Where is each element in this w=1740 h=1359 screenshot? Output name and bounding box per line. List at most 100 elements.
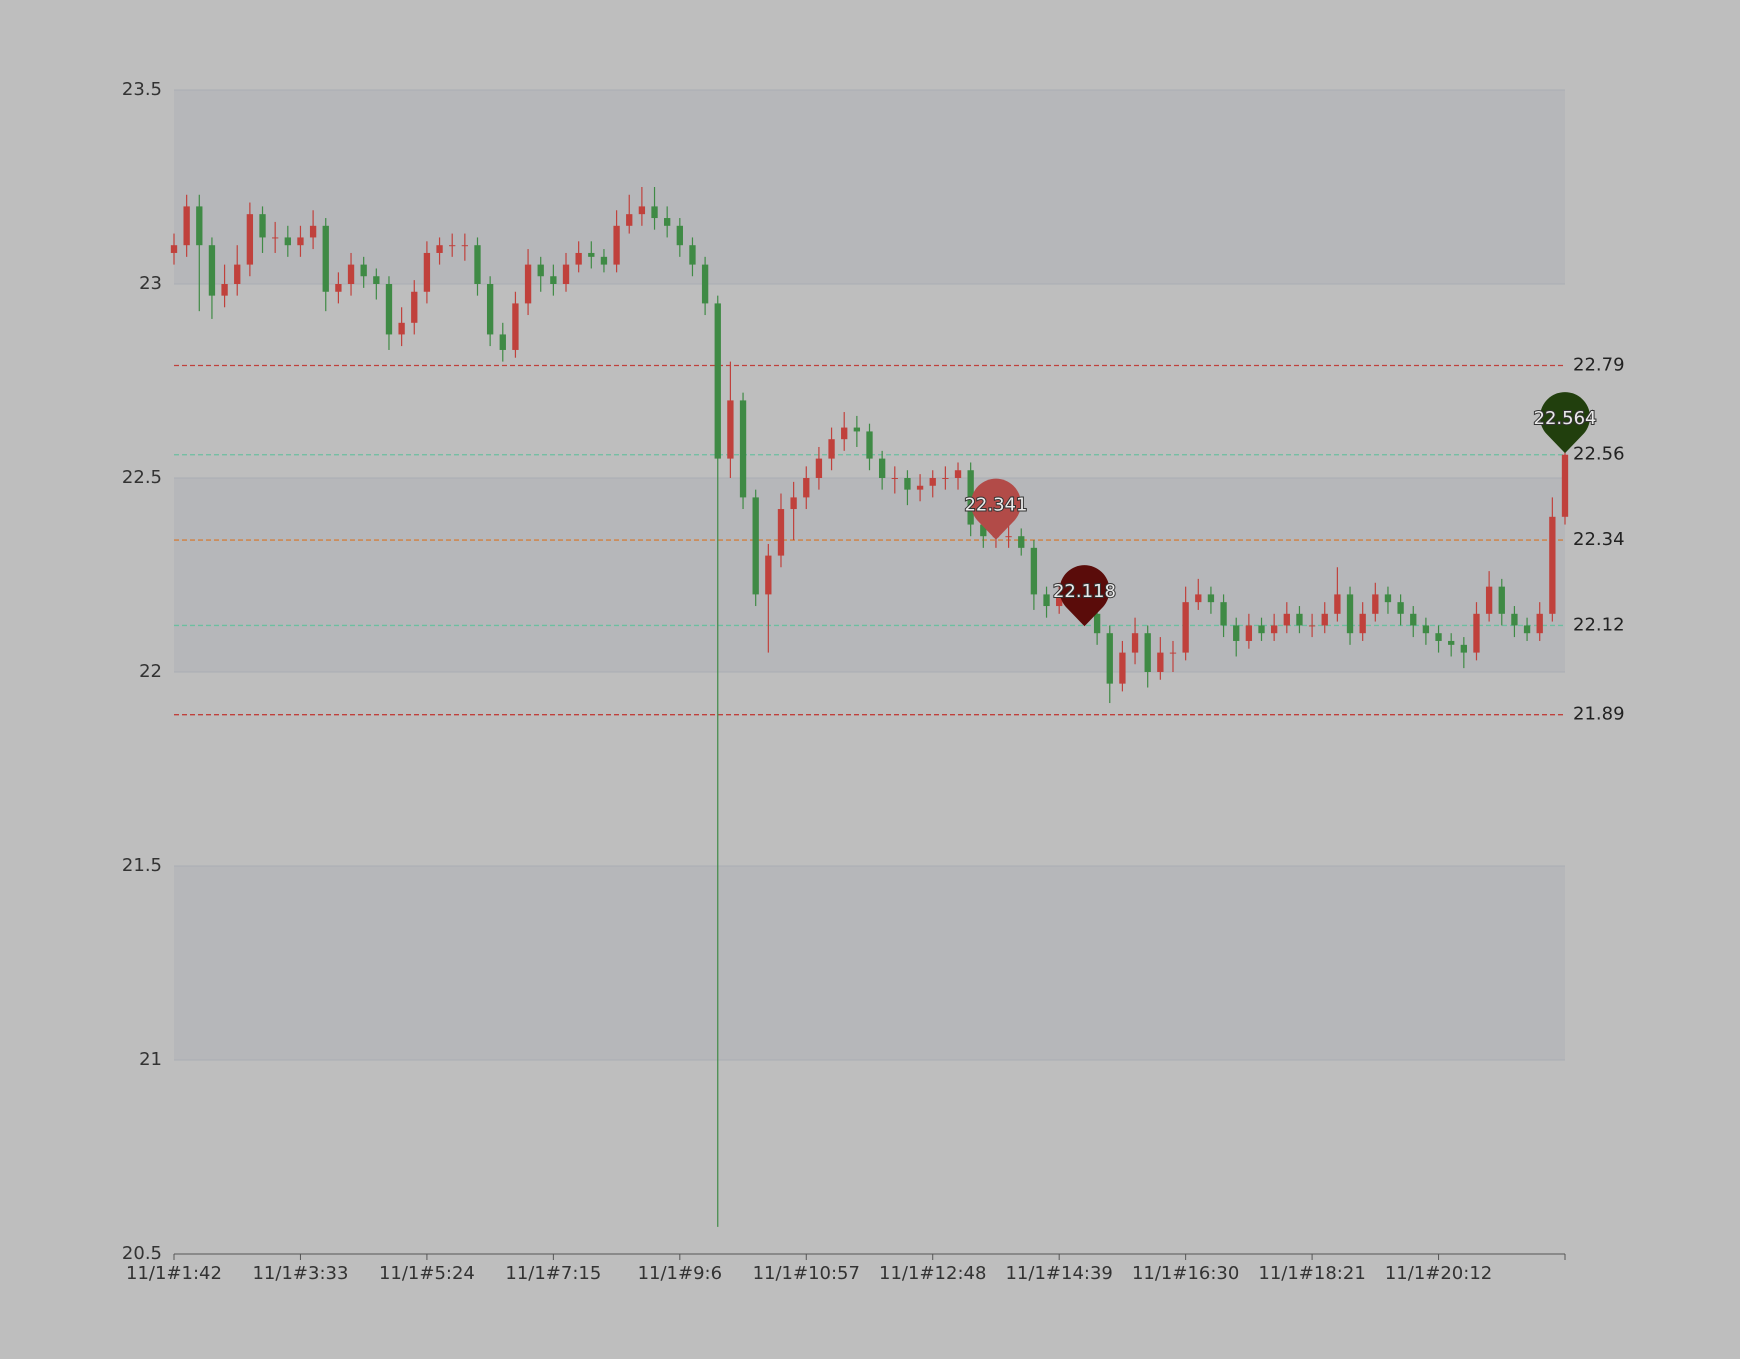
candle-body xyxy=(196,206,203,246)
candle-body xyxy=(335,284,342,292)
candle-body xyxy=(815,458,823,478)
candle-body xyxy=(1283,613,1290,626)
candle-body xyxy=(436,245,443,253)
candle-body xyxy=(1182,602,1189,653)
candle-body xyxy=(449,245,456,247)
candle-body xyxy=(1346,594,1354,634)
candle-body xyxy=(765,555,772,595)
candle-body xyxy=(322,225,329,292)
y-tick-label: 22 xyxy=(139,661,162,682)
candle-body xyxy=(1549,516,1556,614)
candle-body xyxy=(474,245,481,284)
candle-body xyxy=(651,206,658,219)
candle-body xyxy=(512,303,519,350)
x-tick-label: 11/1#14:39 xyxy=(1005,1263,1112,1284)
candle-body xyxy=(588,252,595,257)
candle-body xyxy=(524,264,532,304)
x-tick-label: 11/1#3:33 xyxy=(252,1263,348,1284)
candle-body xyxy=(360,264,367,277)
candle-body xyxy=(1397,602,1404,614)
mark-line-label: 22.12 xyxy=(1573,614,1625,635)
split-area xyxy=(174,478,1565,672)
x-tick-label: 11/1#20:12 xyxy=(1385,1263,1492,1284)
candle-body xyxy=(1005,536,1012,538)
candle-body xyxy=(626,214,633,226)
candle-body xyxy=(1536,613,1543,634)
candle-body xyxy=(777,509,785,556)
x-tick-label: 11/1#9:6 xyxy=(638,1263,722,1284)
candle-body xyxy=(689,245,696,265)
candle-body xyxy=(1485,586,1493,614)
candle-body xyxy=(1448,640,1455,645)
mark-pin-label: 22.564 xyxy=(1534,408,1597,429)
candle-body xyxy=(714,303,721,459)
candle-body xyxy=(284,237,291,246)
candle-body xyxy=(929,478,936,486)
candle-body xyxy=(1220,602,1227,626)
candle-body xyxy=(1321,613,1328,626)
mark-line-label: 22.79 xyxy=(1573,354,1625,375)
candle-body xyxy=(486,284,494,335)
candle-body xyxy=(461,245,469,247)
candle-body xyxy=(1030,547,1038,595)
candle-body xyxy=(1435,633,1442,641)
candle-body xyxy=(1410,613,1417,626)
candle-body xyxy=(272,237,279,239)
x-tick-label: 11/1#1:42 xyxy=(126,1263,222,1284)
candle-body xyxy=(853,427,861,432)
candle-body xyxy=(575,252,582,265)
candle-body xyxy=(1131,633,1139,653)
mark-pin-label: 22.341 xyxy=(964,495,1027,516)
candle-body xyxy=(790,497,797,510)
candle-body xyxy=(1473,613,1480,653)
candle-body xyxy=(221,284,228,296)
candle-body xyxy=(1093,613,1101,634)
candle-body xyxy=(1207,594,1215,603)
candle-body xyxy=(866,431,873,459)
candle-body xyxy=(942,478,949,479)
y-tick-label: 21.5 xyxy=(122,855,162,876)
candle-body xyxy=(259,214,266,238)
candle-body xyxy=(1498,586,1505,614)
x-tick-label: 11/1#10:57 xyxy=(753,1263,860,1284)
x-tick-label: 11/1#16:30 xyxy=(1132,1263,1239,1284)
candle-body xyxy=(1384,594,1392,603)
candle-body xyxy=(1169,652,1177,654)
candle-body xyxy=(904,478,911,490)
candle-body xyxy=(423,252,431,292)
candle-body xyxy=(701,264,709,304)
x-tick-label: 11/1#5:24 xyxy=(379,1263,475,1284)
candle-body xyxy=(638,206,646,215)
candle-body xyxy=(1258,625,1265,634)
candle-body xyxy=(537,264,544,277)
candle-body xyxy=(916,485,924,490)
candle-body xyxy=(891,478,898,479)
candle-body xyxy=(347,264,355,284)
y-tick-label: 21 xyxy=(139,1049,162,1070)
candle-body xyxy=(1195,594,1202,603)
candle-body xyxy=(373,276,380,284)
candle-body xyxy=(208,245,216,296)
candle-body xyxy=(1157,652,1164,672)
candle-body xyxy=(1056,594,1063,607)
candle-body xyxy=(803,478,810,498)
candle-body xyxy=(752,497,759,595)
x-tick-label: 11/1#12:48 xyxy=(879,1263,986,1284)
candle-body xyxy=(1245,625,1253,641)
candle-body xyxy=(1296,613,1303,626)
mark-pin xyxy=(970,478,1021,540)
mark-line-label: 22.34 xyxy=(1573,529,1625,550)
candle-body xyxy=(398,322,405,335)
mark-pin xyxy=(1059,565,1110,627)
candle-body xyxy=(1144,633,1151,672)
candle-body xyxy=(980,524,987,537)
candle-body xyxy=(841,427,848,440)
candle-body xyxy=(499,334,506,350)
candle-body xyxy=(954,470,962,478)
y-tick-label: 23.5 xyxy=(122,79,162,100)
candle-body xyxy=(1523,625,1531,634)
y-tick-label: 23 xyxy=(139,273,162,294)
candle-body xyxy=(297,237,304,246)
